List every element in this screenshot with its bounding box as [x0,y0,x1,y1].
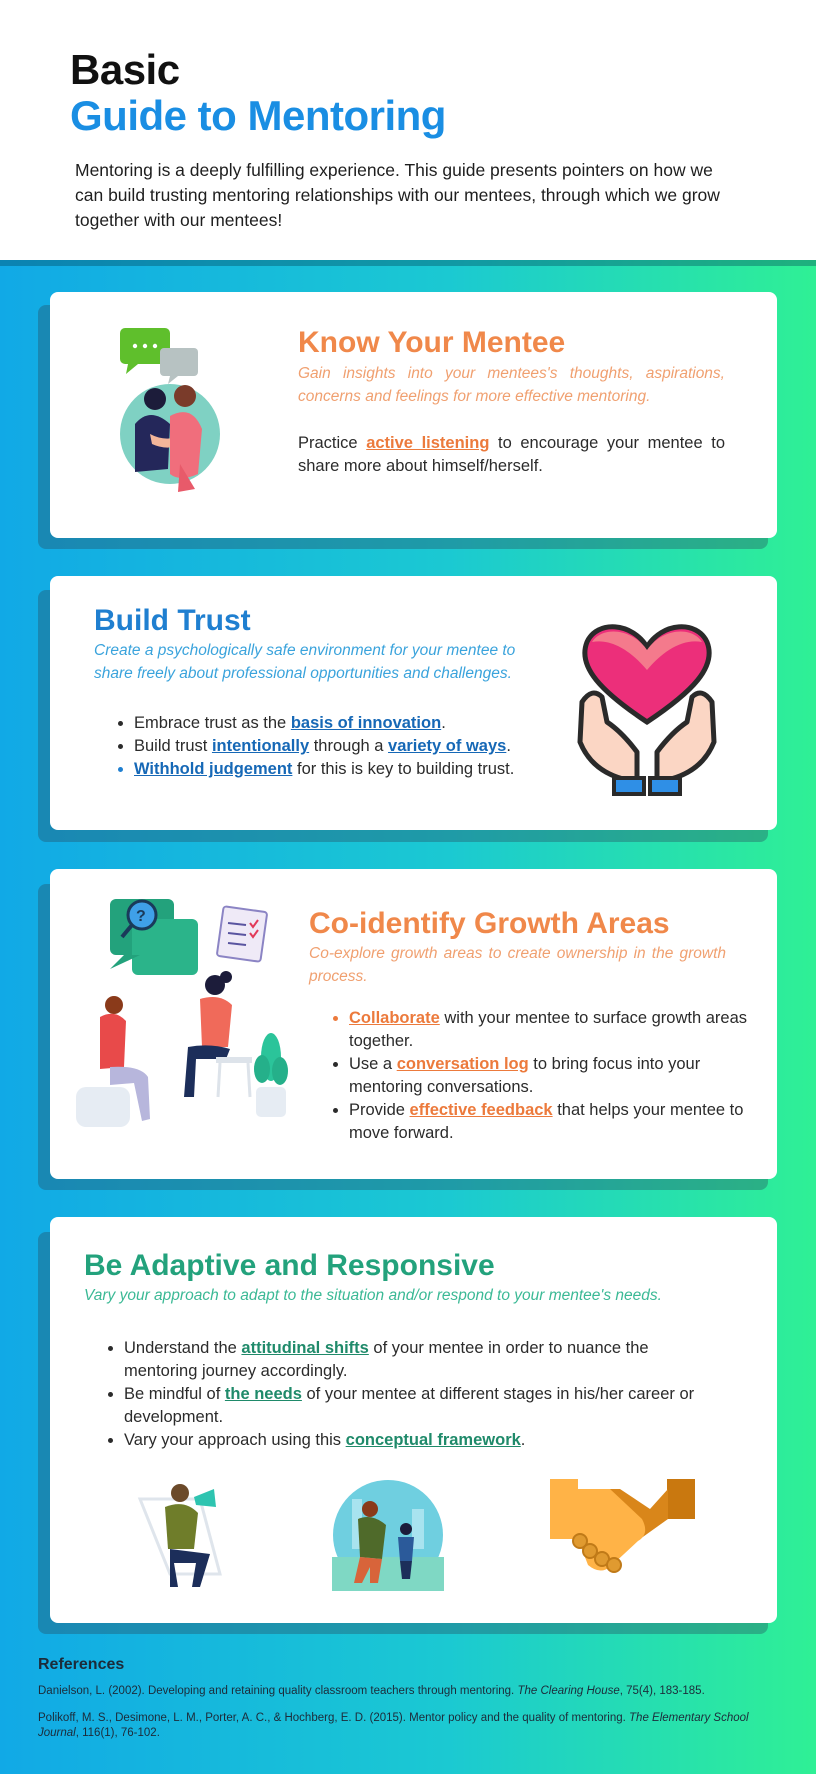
link-the-needs[interactable]: the needs [224,1385,302,1403]
section-list: Understand the attitudinal shifts of you… [102,1337,722,1452]
page-title-line2: Guide to Mentoring [70,92,446,139]
page-header: Basic Guide to Mentoring Mentoring is a … [0,0,816,260]
list-item: Vary your approach using this conceptual… [124,1429,722,1452]
link-collaborate[interactable]: Collaborate [349,1009,440,1027]
parent-child-circle-icon [332,1480,444,1591]
list-item: Be mindful of the needs of your mentee a… [124,1383,722,1429]
section-title: Co-identify Growth Areas [309,907,670,940]
card-build-trust: Build Trust Create a psychologically saf… [50,576,777,830]
list-item: Provide effective feedback that helps yo… [349,1099,747,1145]
section-title: Build Trust [94,604,251,637]
reference-item: Polikoff, M. S., Desimone, L. M., Porter… [38,1712,749,1739]
list-item: Use a conversation log to bring focus in… [349,1053,747,1099]
link-attitudinal-shifts[interactable]: attitudinal shifts [241,1339,369,1357]
section-subtitle: Vary your approach to adapt to the situa… [84,1287,662,1304]
body-text: Practice [298,434,367,452]
references-heading: References [38,1656,125,1673]
list-item: Embrace trust as the basis of innovation… [134,712,532,735]
section-list: Embrace trust as the basis of innovation… [112,712,532,781]
link-withhold-judgement[interactable]: Withhold judgement [134,760,293,778]
handshake-icon [550,1479,695,1573]
list-item: Build trust intentionally through a vari… [134,735,532,758]
svg-text:?: ? [136,908,146,925]
section-title: Know Your Mentee [298,326,566,359]
reference-item: Danielson, L. (2002). Developing and ret… [38,1685,705,1697]
card-be-adaptive: Be Adaptive and Responsive Vary your app… [50,1217,777,1623]
page-title-line1: Basic [70,46,180,93]
section-subtitle: Create a psychologically safe environmen… [94,642,516,682]
link-intentionally[interactable]: intentionally [211,737,310,755]
mentoring-conversation-illustration-icon: ? [76,899,288,1127]
body-text: to encourage your mentee to share more a… [298,434,725,475]
card-co-identify-growth: ? Co-identify Growth Areas Co-explore gr… [50,869,777,1179]
section-subtitle: Gain insights into your mentees's though… [298,365,725,405]
heart-hands-icon [577,624,717,796]
link-variety-of-ways[interactable]: variety of ways [388,737,507,755]
link-effective-feedback[interactable]: effective feedback [409,1101,553,1119]
section-body: Practice active listening to encourage y… [298,432,725,478]
section-list: Collaborate with your mentee to surface … [327,1007,747,1145]
link-basis-of-innovation[interactable]: basis of innovation [290,714,442,732]
conversation-illustration-icon [120,328,220,492]
list-item: Withhold judgement for this is key to bu… [134,758,532,781]
link-conversation-log[interactable]: conversation log [396,1055,529,1073]
intro-paragraph: Mentoring is a deeply fulfilling experie… [75,160,720,230]
list-item: Understand the attitudinal shifts of you… [124,1337,722,1383]
list-item: Collaborate with your mentee to surface … [349,1007,747,1053]
megaphone-person-icon [137,1484,222,1587]
references-section: References Danielson, L. (2002). Develop… [38,1656,778,1753]
section-title: Be Adaptive and Responsive [84,1249,495,1282]
link-conceptual-framework[interactable]: conceptual framework [345,1431,521,1449]
link-active-listening[interactable]: active listening [366,434,490,452]
card-know-your-mentee: Know Your Mentee Gain insights into your… [50,292,777,538]
section-subtitle: Co-explore growth areas to create owners… [309,945,726,985]
